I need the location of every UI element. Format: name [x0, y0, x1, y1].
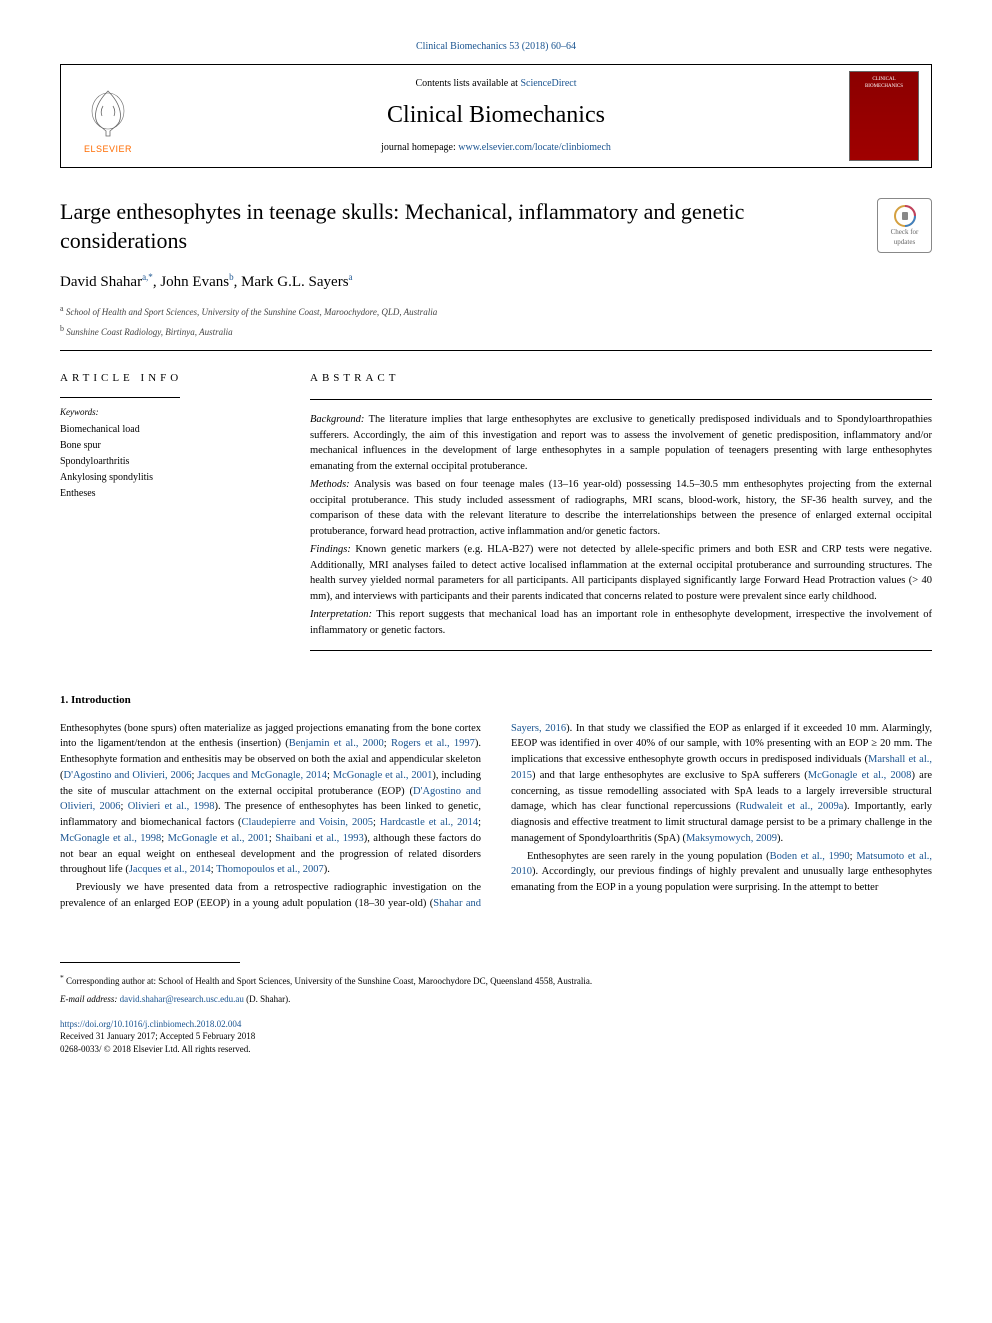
contents-line: Contents lists available at ScienceDirec… [143, 77, 849, 91]
ref-mcgonagle-2001[interactable]: McGonagle et al., 2001 [333, 770, 433, 781]
ref-dagostino-2006[interactable]: D'Agostino and Olivieri, 2006 [64, 770, 192, 781]
page-footer: * Corresponding author at: School of Hea… [60, 942, 932, 1056]
interpretation-text: This report suggests that mechanical loa… [310, 609, 932, 636]
ref-claudepierre-2005[interactable]: Claudepierre and Voisin, 2005 [242, 817, 373, 828]
elsevier-logo: ELSEVIER [73, 76, 143, 156]
journal-ref-link[interactable]: Clinical Biomechanics 53 (2018) 60–64 [416, 41, 576, 52]
email-suffix: (D. Shahar). [246, 994, 290, 1004]
contents-prefix: Contents lists available at [415, 78, 520, 89]
divider [60, 350, 932, 351]
ref-thomopoulos-2007[interactable]: Thomopoulos et al., 2007 [216, 864, 324, 875]
abstract-bottom-divider [310, 650, 932, 651]
keyword-5: Entheses [60, 486, 280, 502]
authors-line: David Shahara,*, John Evansb, Mark G.L. … [60, 271, 932, 293]
methods-label: Methods: [310, 479, 350, 490]
ref-benjamin-2000[interactable]: Benjamin et al., 2000 [289, 738, 384, 749]
masthead-center: Contents lists available at ScienceDirec… [143, 77, 849, 155]
ref-maksymowych-2009[interactable]: Maksymowych, 2009 [686, 833, 777, 844]
elsevier-label: ELSEVIER [84, 143, 132, 156]
keywords-divider [60, 397, 180, 398]
email-label: E-mail address: [60, 994, 117, 1004]
interpretation-label: Interpretation: [310, 609, 372, 620]
keyword-4: Ankylosing spondylitis [60, 470, 280, 486]
methods-text: Analysis was based on four teenage males… [310, 479, 932, 537]
check-updates-icon [893, 204, 917, 228]
ref-jacques-2014b[interactable]: Jacques et al., 2014 [129, 864, 211, 875]
homepage-link[interactable]: www.elsevier.com/locate/clinbiomech [458, 142, 611, 153]
journal-reference: Clinical Biomechanics 53 (2018) 60–64 [60, 40, 932, 54]
cover-title-1: CLINICAL [872, 76, 895, 83]
introduction-header: 1. Introduction [60, 693, 932, 708]
abstract-header: ABSTRACT [310, 371, 932, 386]
footer-divider [60, 962, 240, 963]
info-abstract-row: ARTICLE INFO Keywords: Biomechanical loa… [60, 371, 932, 663]
ref-shaibani-1993[interactable]: Shaibani et al., 1993 [275, 833, 363, 844]
background-text: The literature implies that large enthes… [310, 414, 932, 472]
abstract-col: ABSTRACT Background: The literature impl… [310, 371, 932, 663]
article-info-col: ARTICLE INFO Keywords: Biomechanical loa… [60, 371, 280, 663]
article-title: Large enthesophytes in teenage skulls: M… [60, 198, 932, 255]
journal-cover-thumbnail: CLINICAL BIOMECHANICS [849, 71, 919, 161]
affiliation-b: b Sunshine Coast Radiology, Birtinya, Au… [60, 323, 932, 339]
ref-mcgonagle-2001b[interactable]: McGonagle et al., 2001 [168, 833, 269, 844]
copyright-line: 0268-0033/ © 2018 Elsevier Ltd. All righ… [60, 1043, 932, 1056]
email-note: E-mail address: david.shahar@research.us… [60, 993, 932, 1006]
masthead: ELSEVIER Contents lists available at Sci… [60, 64, 932, 168]
doi-link[interactable]: https://doi.org/10.1016/j.clinbiomech.20… [60, 1019, 241, 1029]
keywords-label: Keywords: [60, 406, 280, 419]
badge-line2: updates [894, 238, 915, 248]
elsevier-tree-icon [78, 86, 138, 141]
author-1-affil[interactable]: a,* [142, 272, 153, 282]
affiliation-a: a School of Health and Sport Sciences, U… [60, 303, 932, 319]
received-accepted: Received 31 January 2017; Accepted 5 Feb… [60, 1030, 932, 1043]
findings-text: Known genetic markers (e.g. HLA-B27) wer… [310, 544, 932, 602]
badge-line1: Check for [891, 228, 919, 238]
ref-mcgonagle-2008[interactable]: McGonagle et al., 2008 [808, 770, 912, 781]
corresponding-email-link[interactable]: david.shahar@research.usc.edu.au [120, 994, 244, 1004]
ref-hardcastle-2014[interactable]: Hardcastle et al., 2014 [380, 817, 478, 828]
ref-boden-1990[interactable]: Boden et al., 1990 [770, 851, 850, 862]
journal-title: Clinical Biomechanics [143, 99, 849, 133]
keyword-2: Bone spur [60, 438, 280, 454]
corresponding-author-note: * Corresponding author at: School of Hea… [60, 973, 932, 988]
homepage-prefix: journal homepage: [381, 142, 458, 153]
check-updates-badge[interactable]: Check for updates [877, 198, 932, 253]
author-2-affil[interactable]: b [229, 272, 234, 282]
sciencedirect-link[interactable]: ScienceDirect [520, 78, 576, 89]
author-3: Mark G.L. Sayers [241, 274, 348, 290]
ref-mcgonagle-1998[interactable]: McGonagle et al., 1998 [60, 833, 161, 844]
findings-label: Findings: [310, 544, 351, 555]
abstract-divider [310, 399, 932, 400]
ref-jacques-2014[interactable]: Jacques and McGonagle, 2014 [197, 770, 327, 781]
author-1: David Shahar [60, 274, 142, 290]
article-info-header: ARTICLE INFO [60, 371, 280, 386]
homepage-line: journal homepage: www.elsevier.com/locat… [143, 141, 849, 155]
keyword-1: Biomechanical load [60, 422, 280, 438]
ref-olivieri-1998[interactable]: Olivieri et al., 1998 [128, 801, 215, 812]
cover-title-2: BIOMECHANICS [865, 83, 903, 90]
author-2: John Evans [160, 274, 229, 290]
ref-rudwaleit-2009a[interactable]: Rudwaleit et al., 2009a [739, 801, 843, 812]
keyword-3: Spondyloarthritis [60, 454, 280, 470]
ref-rogers-1997[interactable]: Rogers et al., 1997 [391, 738, 475, 749]
background-label: Background: [310, 414, 364, 425]
author-3-affil[interactable]: a [349, 272, 353, 282]
introduction-body: Enthesophytes (bone spurs) often materia… [60, 721, 932, 912]
abstract-body: Background: The literature implies that … [310, 412, 932, 639]
